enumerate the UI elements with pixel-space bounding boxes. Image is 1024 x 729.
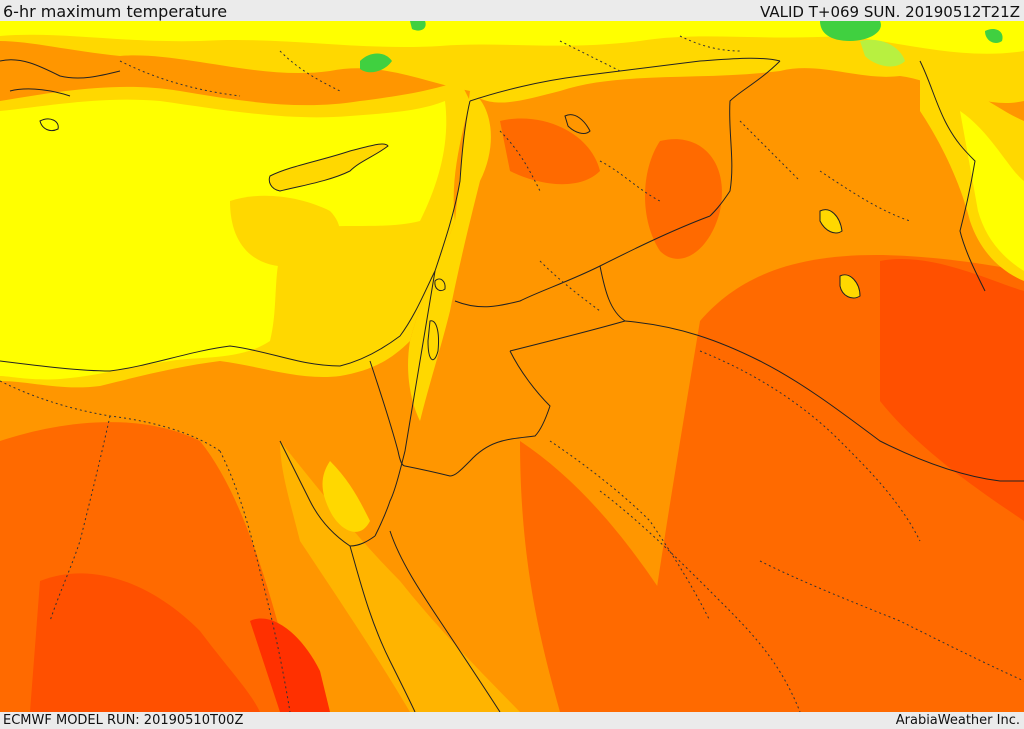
heat-zone-saudi bbox=[520, 441, 700, 712]
header-bar: 6-hr maximum temperature VALID T+069 SUN… bbox=[0, 0, 1024, 21]
cyprus-island bbox=[268, 143, 389, 192]
credit: ArabiaWeather Inc. bbox=[895, 713, 1020, 728]
north-yellow-band bbox=[0, 21, 1024, 54]
lake-tharthar bbox=[819, 209, 843, 234]
country-borders bbox=[0, 57, 1024, 712]
aegean-island bbox=[39, 118, 59, 132]
sinai-gold bbox=[322, 461, 370, 532]
province-borders bbox=[0, 35, 1024, 712]
red-sea-zone bbox=[280, 441, 520, 712]
turkey-coast bbox=[0, 59, 121, 79]
north-gold-band bbox=[0, 21, 1024, 104]
lake-razzaza bbox=[839, 274, 861, 299]
green-patch-iran bbox=[985, 29, 1003, 43]
heat-zone-iraq bbox=[880, 258, 1024, 521]
lightgreen-patch-caucasus bbox=[860, 39, 905, 67]
sea-gold-patch bbox=[230, 195, 340, 267]
model-run: ECMWF MODEL RUN: 20190510T00Z bbox=[3, 713, 244, 728]
zagros-yellow bbox=[960, 111, 1024, 271]
heat-core-syria bbox=[645, 139, 722, 259]
dead-sea bbox=[427, 320, 439, 361]
green-patch-turkey bbox=[360, 53, 392, 73]
heat-core-upper-egypt bbox=[250, 618, 330, 712]
lake-assad bbox=[564, 114, 591, 134]
footer-bar: ECMWF MODEL RUN: 20190510T00Z ArabiaWeat… bbox=[0, 712, 1024, 729]
heat-zone-egypt-core bbox=[30, 573, 260, 712]
green-patch-caucasus bbox=[820, 21, 881, 41]
heat-core-north-syria bbox=[500, 118, 600, 185]
sea-of-galilee bbox=[434, 278, 446, 292]
green-patch-north bbox=[410, 21, 426, 31]
valid-time: VALID T+069 SUN. 20190512T21Z bbox=[760, 3, 1020, 21]
aegean-coast bbox=[9, 88, 71, 97]
temperature-map bbox=[0, 21, 1024, 712]
map-canvas bbox=[0, 21, 1024, 712]
map-title: 6-hr maximum temperature bbox=[3, 2, 228, 21]
